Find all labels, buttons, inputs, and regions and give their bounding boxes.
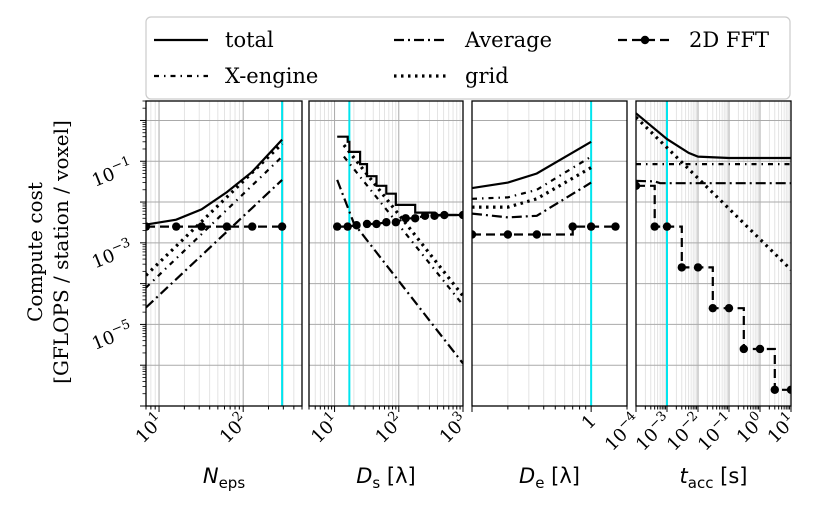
- fft-point: [197, 222, 206, 231]
- grid-tacc: [635, 101, 792, 407]
- fft-point: [739, 344, 748, 354]
- x-tick-label: 101: [305, 409, 344, 448]
- legend-item-xengine: X-engine: [154, 64, 318, 88]
- x-tick-label: 1: [578, 411, 601, 434]
- panel-ds: 101 102 103 Ds [λ]: [305, 100, 473, 492]
- fft-point: [662, 222, 672, 231]
- series-grid: [636, 116, 791, 271]
- y-tick-label: 10−1: [88, 154, 136, 192]
- series-average: [146, 179, 283, 309]
- fft-point: [472, 230, 477, 239]
- fft-point: [724, 303, 734, 313]
- fft-point: [372, 219, 381, 229]
- fft-point: [650, 222, 659, 231]
- series-fft: [636, 184, 791, 391]
- x-axis-label: De [λ]: [519, 464, 580, 492]
- fft-point: [755, 344, 765, 354]
- fft-point: [352, 221, 361, 230]
- legend-label: Average: [464, 28, 552, 52]
- series-group: [472, 140, 620, 239]
- series-average: [636, 179, 791, 185]
- legend-label: X-engine: [225, 64, 318, 88]
- panel-de: 1 De [λ]: [471, 100, 628, 492]
- y-axis-label-line-2: [GFLOPS / station / voxel]: [49, 120, 73, 384]
- x-tick-label: 101: [762, 409, 801, 448]
- grid-ds: [308, 101, 464, 407]
- fft-point: [401, 214, 410, 223]
- legend-label: total: [225, 28, 274, 52]
- x-axis-label: tacc [s]: [680, 464, 748, 492]
- panel-neps: 101 102 Neps: [130, 100, 303, 492]
- grid-neps: [145, 101, 303, 407]
- legend-label: 2D FFT: [689, 28, 769, 52]
- fft-point: [343, 222, 352, 231]
- x-tick-label: 10−1: [692, 409, 739, 456]
- series-group: [636, 112, 791, 394]
- y-tick-label: 10−3: [88, 235, 136, 273]
- x-axis-label: Ds [λ]: [356, 464, 416, 492]
- x-tick-label: 100: [731, 409, 770, 448]
- legend-item-fft: 2D FFT: [618, 28, 769, 52]
- y-tick-label: 10−5: [88, 317, 136, 355]
- x-tick-label: 101: [130, 409, 169, 448]
- fft-point: [503, 230, 513, 239]
- series-xengine: [343, 155, 463, 306]
- fft-point: [391, 218, 401, 227]
- legend-item-grid: grid: [394, 64, 509, 88]
- fft-point: [430, 211, 439, 221]
- fft-point: [693, 263, 703, 272]
- x-tick-label: 103: [434, 409, 473, 448]
- x-axis-label: Neps: [203, 464, 245, 492]
- series-group: [333, 135, 463, 365]
- legend-frame: [145, 16, 791, 100]
- legend-label: grid: [465, 64, 509, 88]
- x-tick-label: 102: [369, 409, 408, 448]
- fft-point: [222, 222, 232, 231]
- fft-point: [248, 222, 257, 231]
- fft-point: [172, 222, 181, 231]
- fft-point: [277, 222, 287, 231]
- fft-point: [611, 222, 620, 231]
- series-total: [636, 112, 791, 160]
- fft-point: [532, 230, 542, 239]
- fft-point: [146, 222, 151, 231]
- series-xengine: [472, 155, 592, 200]
- legend-item-total: total: [154, 28, 274, 52]
- axes-frame: [145, 100, 303, 407]
- grid-de: [471, 101, 628, 407]
- series-total: [146, 138, 283, 226]
- fft-point: [333, 222, 342, 231]
- legend: total Average 2D FFT X-engine grid: [145, 16, 791, 100]
- fft-point: [440, 210, 449, 220]
- series-average: [472, 181, 592, 219]
- series-grid: [146, 142, 284, 277]
- axes-frame: [471, 100, 628, 407]
- fft-point: [770, 385, 779, 394]
- series-total: [472, 140, 592, 190]
- axes-frame: [635, 100, 792, 407]
- y-axis-label-line-1: Compute cost: [23, 182, 47, 322]
- fft-point: [382, 218, 391, 227]
- fft-point: [677, 263, 686, 272]
- fft-point: [708, 303, 717, 313]
- series-grid: [472, 166, 592, 209]
- fft-point: [420, 211, 430, 221]
- axes-frame: [308, 100, 464, 407]
- x-tick-label: 102: [214, 409, 253, 448]
- fft-point: [636, 181, 641, 191]
- fft-point: [786, 385, 791, 394]
- legend-marker: [640, 35, 650, 45]
- series-group: [146, 138, 287, 309]
- fft-point: [458, 210, 463, 220]
- fft-point: [410, 214, 420, 223]
- legend-item-average: Average: [394, 28, 552, 52]
- fft-point: [362, 219, 372, 229]
- series-total: [337, 135, 463, 217]
- fft-point: [568, 222, 577, 231]
- fft-point: [586, 222, 596, 231]
